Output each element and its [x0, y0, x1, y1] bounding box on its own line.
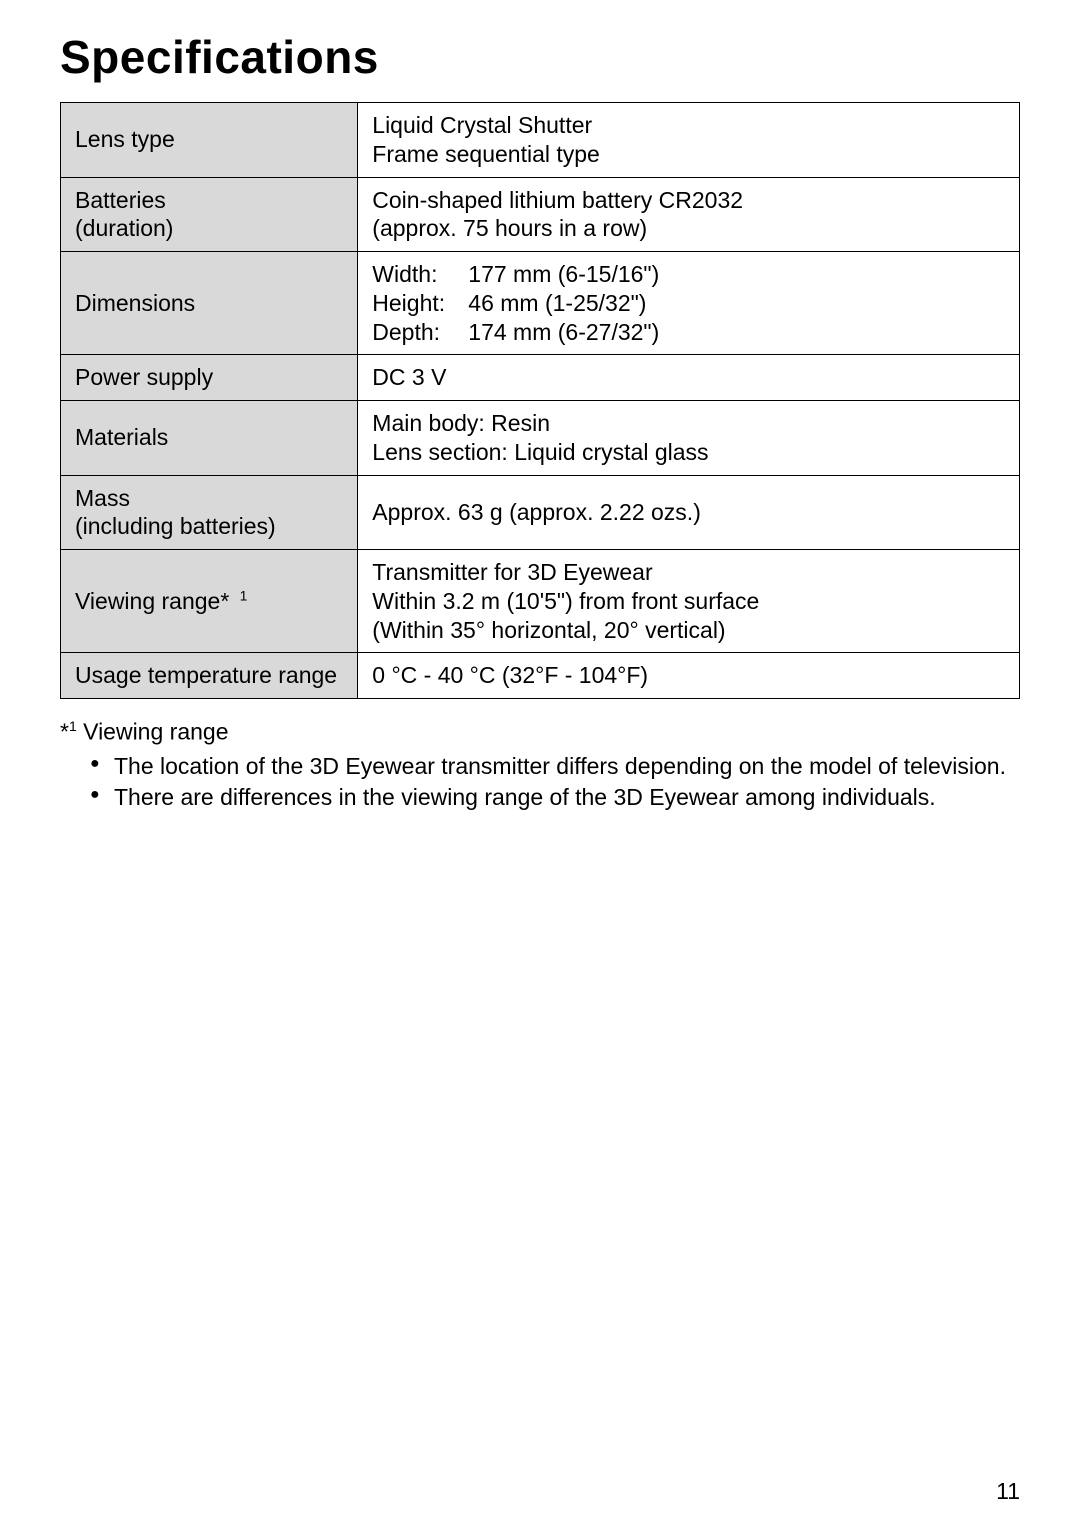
spec-label: Dimensions — [61, 252, 358, 355]
list-item: The location of the 3D Eyewear transmitt… — [90, 752, 1020, 782]
spec-value: Coin-shaped lithium battery CR2032(appro… — [358, 177, 1020, 252]
table-row: Power supply DC 3 V — [61, 355, 1020, 401]
spec-label: Lens type — [61, 103, 358, 178]
dim-depth-label: Depth: — [372, 318, 462, 347]
page-title: Specifications — [60, 30, 1020, 84]
dim-width-value: 177 mm (6-15/16") — [468, 260, 1005, 289]
spec-label: Power supply — [61, 355, 358, 401]
spec-label: Batteries(duration) — [61, 177, 358, 252]
footnote-marker-sup: 1 — [69, 718, 77, 734]
spec-value: Main body: ResinLens section: Liquid cry… — [358, 401, 1020, 476]
page: Specifications Lens type Liquid Crystal … — [0, 0, 1080, 1535]
dim-height-value: 46 mm (1-25/32") — [468, 289, 1005, 318]
spec-label: Viewing range* 1 — [61, 550, 358, 653]
footnote-marker: * — [60, 719, 69, 745]
table-row: Batteries(duration) Coin-shaped lithium … — [61, 177, 1020, 252]
table-row: Dimensions Width: 177 mm (6-15/16") Heig… — [61, 252, 1020, 355]
dim-depth-value: 174 mm (6-27/32") — [468, 318, 1005, 347]
table-row: Materials Main body: ResinLens section: … — [61, 401, 1020, 476]
spec-value: 0 °C - 40 °C (32°F - 104°F) — [358, 653, 1020, 699]
spec-value: DC 3 V — [358, 355, 1020, 401]
dimensions-grid: Width: 177 mm (6-15/16") Height: 46 mm (… — [372, 260, 1005, 346]
dim-height-label: Height: — [372, 289, 462, 318]
spec-table: Lens type Liquid Crystal ShutterFrame se… — [60, 102, 1020, 699]
table-row: Usage temperature range 0 °C - 40 °C (32… — [61, 653, 1020, 699]
spec-label-text: Viewing range* — [75, 588, 229, 614]
spec-value: Width: 177 mm (6-15/16") Height: 46 mm (… — [358, 252, 1020, 355]
footnote-heading-text: Viewing range — [83, 719, 228, 745]
table-row: Viewing range* 1 Transmitter for 3D Eyew… — [61, 550, 1020, 653]
spec-value: Liquid Crystal ShutterFrame sequential t… — [358, 103, 1020, 178]
spec-value: Approx. 63 g (approx. 2.22 ozs.) — [358, 475, 1020, 550]
dim-width-label: Width: — [372, 260, 462, 289]
footnote-heading: *1 Viewing range — [60, 717, 1020, 748]
table-row: Lens type Liquid Crystal ShutterFrame se… — [61, 103, 1020, 178]
spec-label: Usage temperature range — [61, 653, 358, 699]
spec-value: Transmitter for 3D EyewearWithin 3.2 m (… — [358, 550, 1020, 653]
footnotes: *1 Viewing range The location of the 3D … — [60, 717, 1020, 813]
table-row: Mass(including batteries) Approx. 63 g (… — [61, 475, 1020, 550]
footnote-list: The location of the 3D Eyewear transmitt… — [60, 752, 1020, 814]
footnote-ref-number: 1 — [240, 587, 248, 603]
page-number: 11 — [996, 1478, 1020, 1505]
spec-label: Materials — [61, 401, 358, 476]
list-item: There are differences in the viewing ran… — [90, 783, 1020, 813]
spec-table-body: Lens type Liquid Crystal ShutterFrame se… — [61, 103, 1020, 699]
spec-label: Mass(including batteries) — [61, 475, 358, 550]
footnote-ref-icon: 1 — [236, 587, 248, 603]
